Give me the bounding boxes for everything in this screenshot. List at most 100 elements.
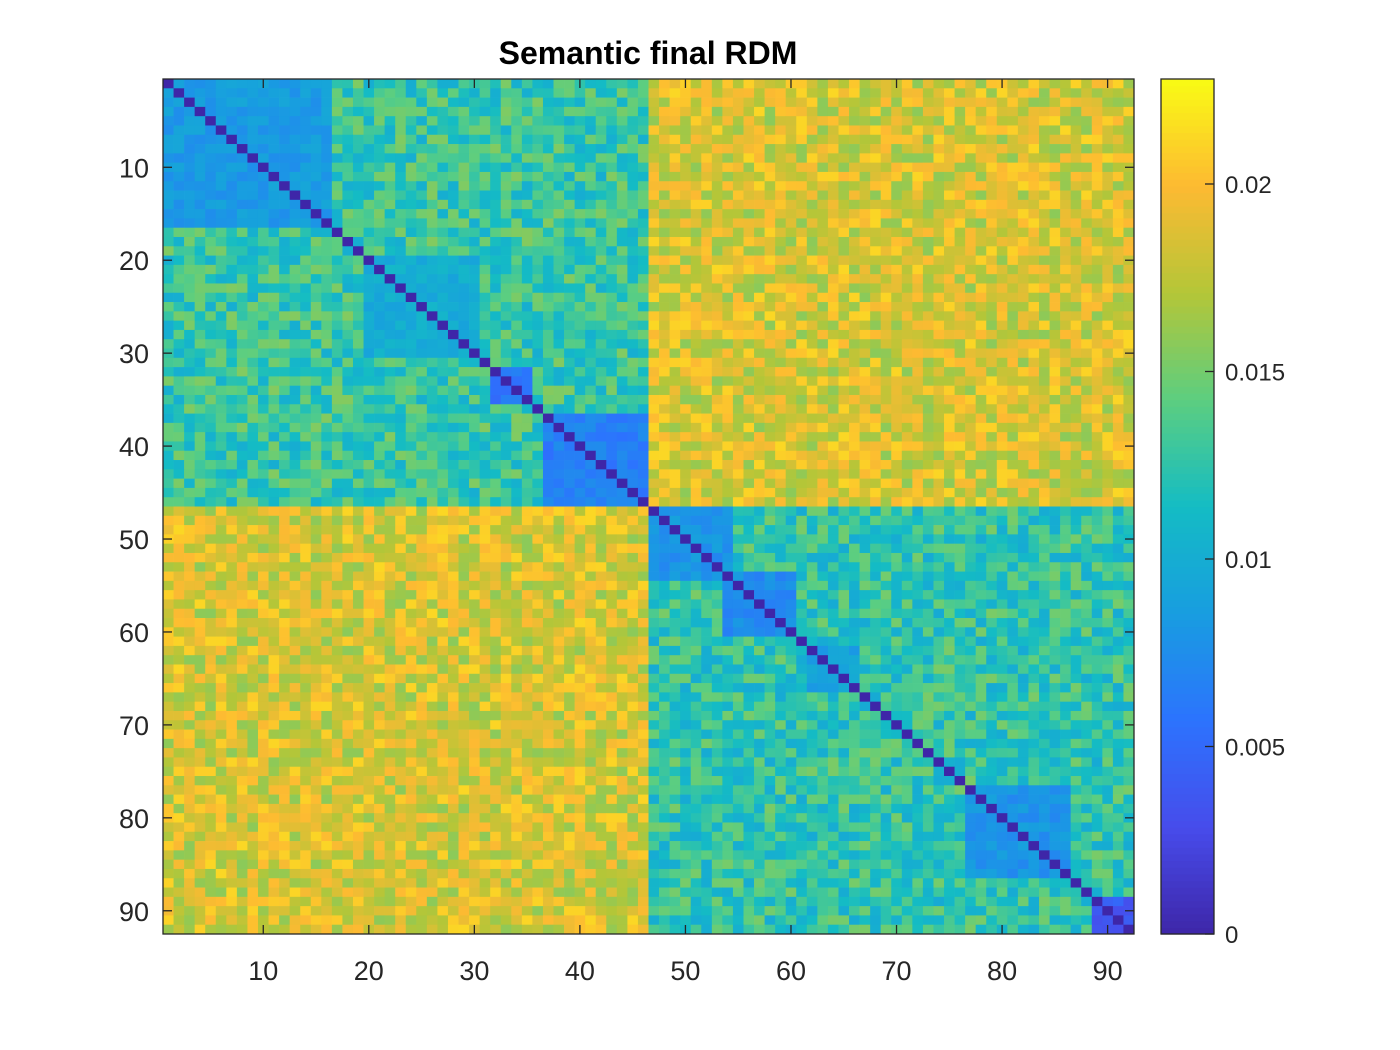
heatmap-cell [469,413,480,424]
heatmap-cell [205,478,217,489]
heatmap-cell [416,153,428,163]
heatmap-cell [817,339,829,349]
heatmap-cell [859,441,871,452]
heatmap-cell [426,487,438,498]
heatmap-cell [416,469,428,479]
heatmap-cell [986,329,998,340]
heatmap-cell [405,460,417,470]
heatmap-cell [775,236,787,247]
heatmap-cell [310,506,322,517]
heatmap-cell [532,283,544,294]
heatmap-cell [743,543,755,554]
heatmap-cell [711,218,723,229]
heatmap-cell [806,162,818,173]
heatmap-cell [616,422,628,433]
heatmap-cell [215,506,227,517]
heatmap-cell [1039,478,1050,489]
heatmap-cell [268,404,280,414]
heatmap-cell [722,357,734,368]
heatmap-cell [986,311,998,321]
heatmap-cell [289,134,301,145]
heatmap-cell [606,171,618,182]
heatmap-cell [1060,209,1072,219]
heatmap-cell [257,460,269,470]
heatmap-cell [405,450,417,461]
heatmap-cell [1112,218,1124,229]
heatmap-cell [880,171,892,182]
heatmap-cell [627,552,639,563]
heatmap-cell [827,525,839,535]
heatmap-cell [627,367,639,377]
heatmap-cell [184,255,196,266]
heatmap-cell [595,385,607,396]
heatmap-cell [659,88,670,98]
heatmap-cell [732,525,744,535]
heatmap-cell [870,552,882,563]
heatmap-cell [374,404,385,414]
heatmap-cell [405,311,417,321]
heatmap-cell [437,116,449,126]
heatmap-cell [754,264,765,275]
heatmap-cell [1091,255,1103,266]
heatmap-cell [1081,552,1093,563]
heatmap-cell [374,367,385,377]
heatmap-cell [331,422,343,433]
heatmap-cell [279,348,290,359]
heatmap-cell [490,562,502,572]
heatmap-cell [574,552,586,563]
heatmap-cell [975,487,987,498]
heatmap-cell [247,153,259,163]
heatmap-cell [163,264,174,275]
heatmap-cell [1039,106,1050,117]
heatmap-cell [490,274,502,284]
heatmap-cell [479,79,491,89]
heatmap-cell [1049,190,1061,201]
heatmap-cell [205,348,217,359]
heatmap-cell [775,562,787,572]
heatmap-cell [595,441,607,452]
heatmap-cell [289,302,301,312]
heatmap-cell [479,469,491,479]
heatmap-cell [226,320,238,331]
heatmap-cell [532,144,544,154]
heatmap-cell [764,385,776,396]
heatmap-cell [986,134,998,145]
heatmap-cell [1112,562,1124,572]
heatmap-cell [511,134,523,145]
heatmap-cell [711,227,723,238]
heatmap-cell [944,116,955,126]
heatmap-cell [659,562,670,572]
heatmap-cell [1112,422,1124,433]
heatmap-cell [395,478,407,489]
heatmap-cell [996,106,1008,117]
heatmap-cell [405,106,417,117]
heatmap-cell [637,441,649,452]
heatmap-cell [849,227,860,238]
heatmap-cell [352,506,364,517]
heatmap-cell [289,181,301,191]
heatmap-cell [585,255,597,266]
heatmap-cell [331,209,343,219]
heatmap-cell [236,515,248,526]
heatmap-cell [574,525,586,535]
heatmap-cell [479,515,491,526]
heatmap-cell [1123,422,1135,433]
heatmap-cell [901,97,913,108]
heatmap-cell [279,199,290,210]
heatmap-cell [331,441,343,452]
heatmap-cell [426,144,438,154]
heatmap-cell [300,394,312,405]
heatmap-cell [775,460,787,470]
heatmap-cell [1017,339,1029,349]
heatmap-cell [1102,450,1114,461]
heatmap-cell [669,116,681,126]
heatmap-cell [637,320,649,331]
heatmap-cell [395,218,407,229]
heatmap-cell [342,162,354,173]
heatmap-cell [1112,543,1124,554]
heatmap-cell [1017,125,1029,136]
heatmap-cell [363,571,375,582]
heatmap-cell [701,357,713,368]
heatmap-cell [447,348,459,359]
heatmap-cell [743,329,755,340]
